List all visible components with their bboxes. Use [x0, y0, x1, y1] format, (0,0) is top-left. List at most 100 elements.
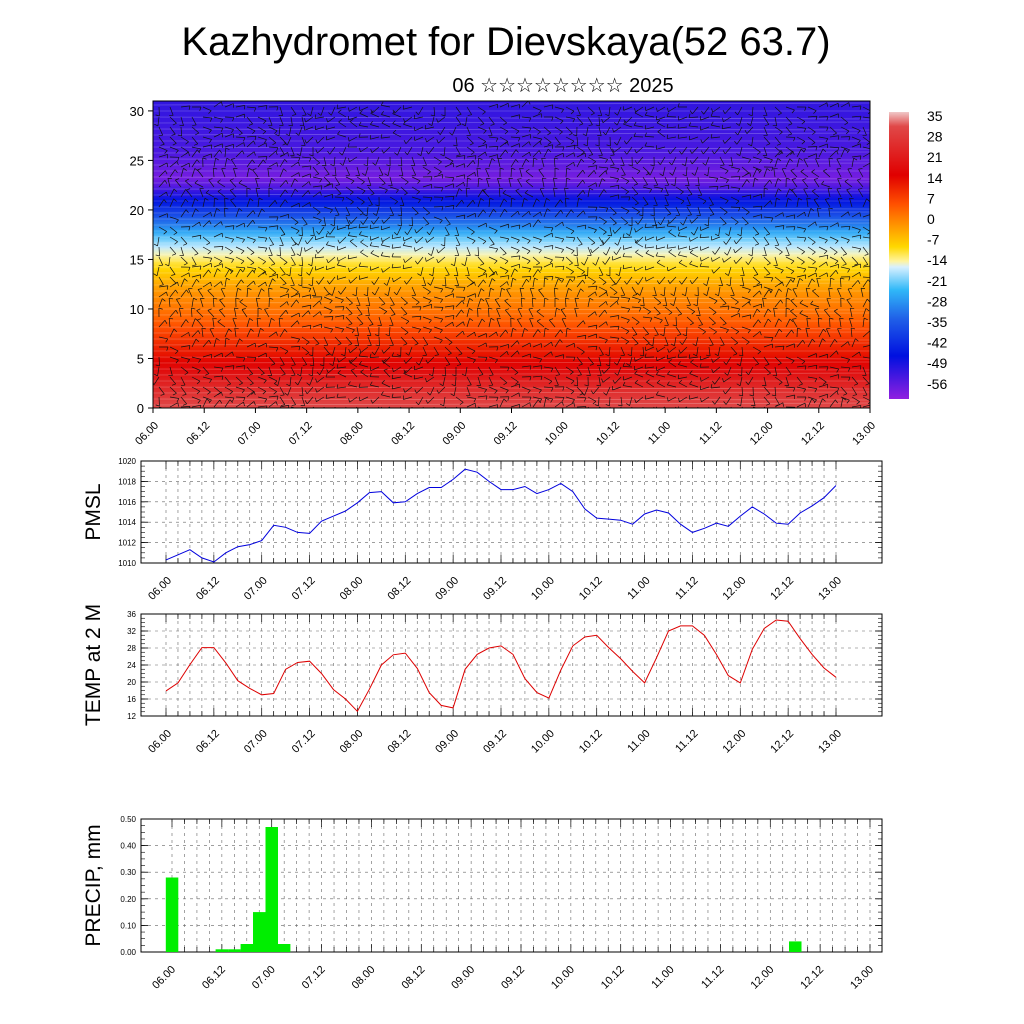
wind-barb [634, 266, 644, 272]
wind-barb [169, 116, 177, 126]
wind-barb [510, 114, 521, 119]
x-tick-label: 11.00 [649, 964, 676, 991]
wind-barb [389, 336, 394, 346]
wind-barb [499, 149, 509, 158]
wind-barb [836, 188, 842, 198]
wind-barb [694, 286, 699, 297]
wind-barb [656, 379, 666, 388]
wind-barb [784, 376, 789, 386]
colorbar-label: 0 [927, 211, 935, 227]
wind-barb [851, 105, 862, 110]
wind-barb [763, 106, 768, 116]
wind-barb [488, 346, 499, 351]
wind-barb [807, 353, 817, 358]
wind-barb [521, 402, 531, 408]
wind-barb [670, 286, 677, 297]
colorbar-label: -7 [927, 232, 940, 248]
wind-barb [455, 236, 461, 246]
height-tick-label: 30 [130, 104, 144, 119]
wind-barb [510, 255, 521, 260]
wind-barb [207, 288, 215, 298]
wind-barb [634, 396, 644, 403]
wind-barb [598, 166, 609, 172]
wind-barb [466, 199, 476, 208]
wind-barb [477, 126, 487, 134]
wind-barb [323, 193, 333, 199]
wind-barb [428, 366, 435, 377]
wind-barb [365, 306, 370, 317]
wind-barb [403, 386, 413, 393]
wind-barb [689, 135, 699, 141]
wind-barb [640, 296, 645, 307]
wind-barb [358, 223, 369, 229]
wind-barb [286, 376, 292, 387]
precip-bar [215, 949, 229, 952]
wind-barb [862, 116, 870, 122]
wind-barb [191, 278, 200, 288]
wind-barb [813, 198, 820, 208]
wind-barb [202, 269, 212, 278]
wind-barb [246, 116, 253, 126]
wind-barb [564, 187, 569, 198]
wind-barb [824, 308, 831, 318]
wind-barb [169, 396, 180, 403]
wind-barb [477, 298, 485, 308]
wind-barb [477, 386, 487, 393]
wind-barb [752, 146, 761, 155]
wind-barb [807, 146, 818, 151]
wind-barb [818, 226, 829, 231]
wind-barb [381, 111, 391, 118]
wind-barb [664, 316, 669, 326]
wind-barb [740, 266, 745, 277]
wind-barb [499, 329, 509, 338]
wind-barb [279, 276, 287, 286]
wind-barb [543, 232, 553, 238]
wind-barb [322, 156, 327, 167]
isotherm-line [153, 192, 870, 196]
wind-barb [268, 297, 274, 308]
wind-barb [609, 336, 620, 342]
wind-barb [510, 392, 520, 398]
wind-barb [680, 216, 688, 226]
wind-barb [829, 135, 840, 140]
wind-barb [477, 318, 486, 328]
wind-barb [576, 190, 586, 198]
wind-barb [337, 236, 347, 244]
y-tick-label: 12 [127, 712, 136, 721]
wind-barb [652, 286, 657, 297]
wind-barb [675, 186, 684, 195]
wind-barb [645, 346, 655, 352]
wind-barb [774, 106, 782, 116]
wind-barb [614, 236, 622, 246]
wind-barb [304, 386, 314, 395]
wind-barb [255, 178, 260, 188]
wind-barb [363, 156, 369, 167]
wind-barb [361, 166, 369, 176]
wind-barb [763, 356, 770, 366]
wind-barb [180, 198, 189, 208]
wind-barb [202, 376, 212, 383]
wind-barb [224, 197, 229, 208]
wind-barb [308, 366, 314, 377]
x-tick-label: 11.00 [625, 728, 652, 755]
time-tick-label: 09.00 [440, 420, 468, 448]
wind-barb [155, 396, 160, 407]
isotherm-line [153, 398, 870, 401]
wind-barb [536, 308, 545, 318]
wind-barb [829, 374, 840, 379]
wind-barb [359, 361, 369, 368]
y-tick-label: 16 [127, 695, 136, 704]
wind-barb [180, 376, 186, 386]
wind-barb [745, 366, 754, 376]
wind-barb [455, 396, 464, 405]
wind-barb [334, 176, 341, 186]
wind-barb [396, 346, 402, 357]
wind-barb [488, 197, 494, 208]
wind-barb [496, 318, 501, 328]
wind-barb [510, 104, 520, 109]
wind-barb [730, 346, 738, 356]
wind-barb [598, 301, 608, 308]
wind-barb [213, 281, 223, 288]
wind-barb [644, 353, 655, 358]
time-tick-label: 09.12 [492, 420, 520, 448]
